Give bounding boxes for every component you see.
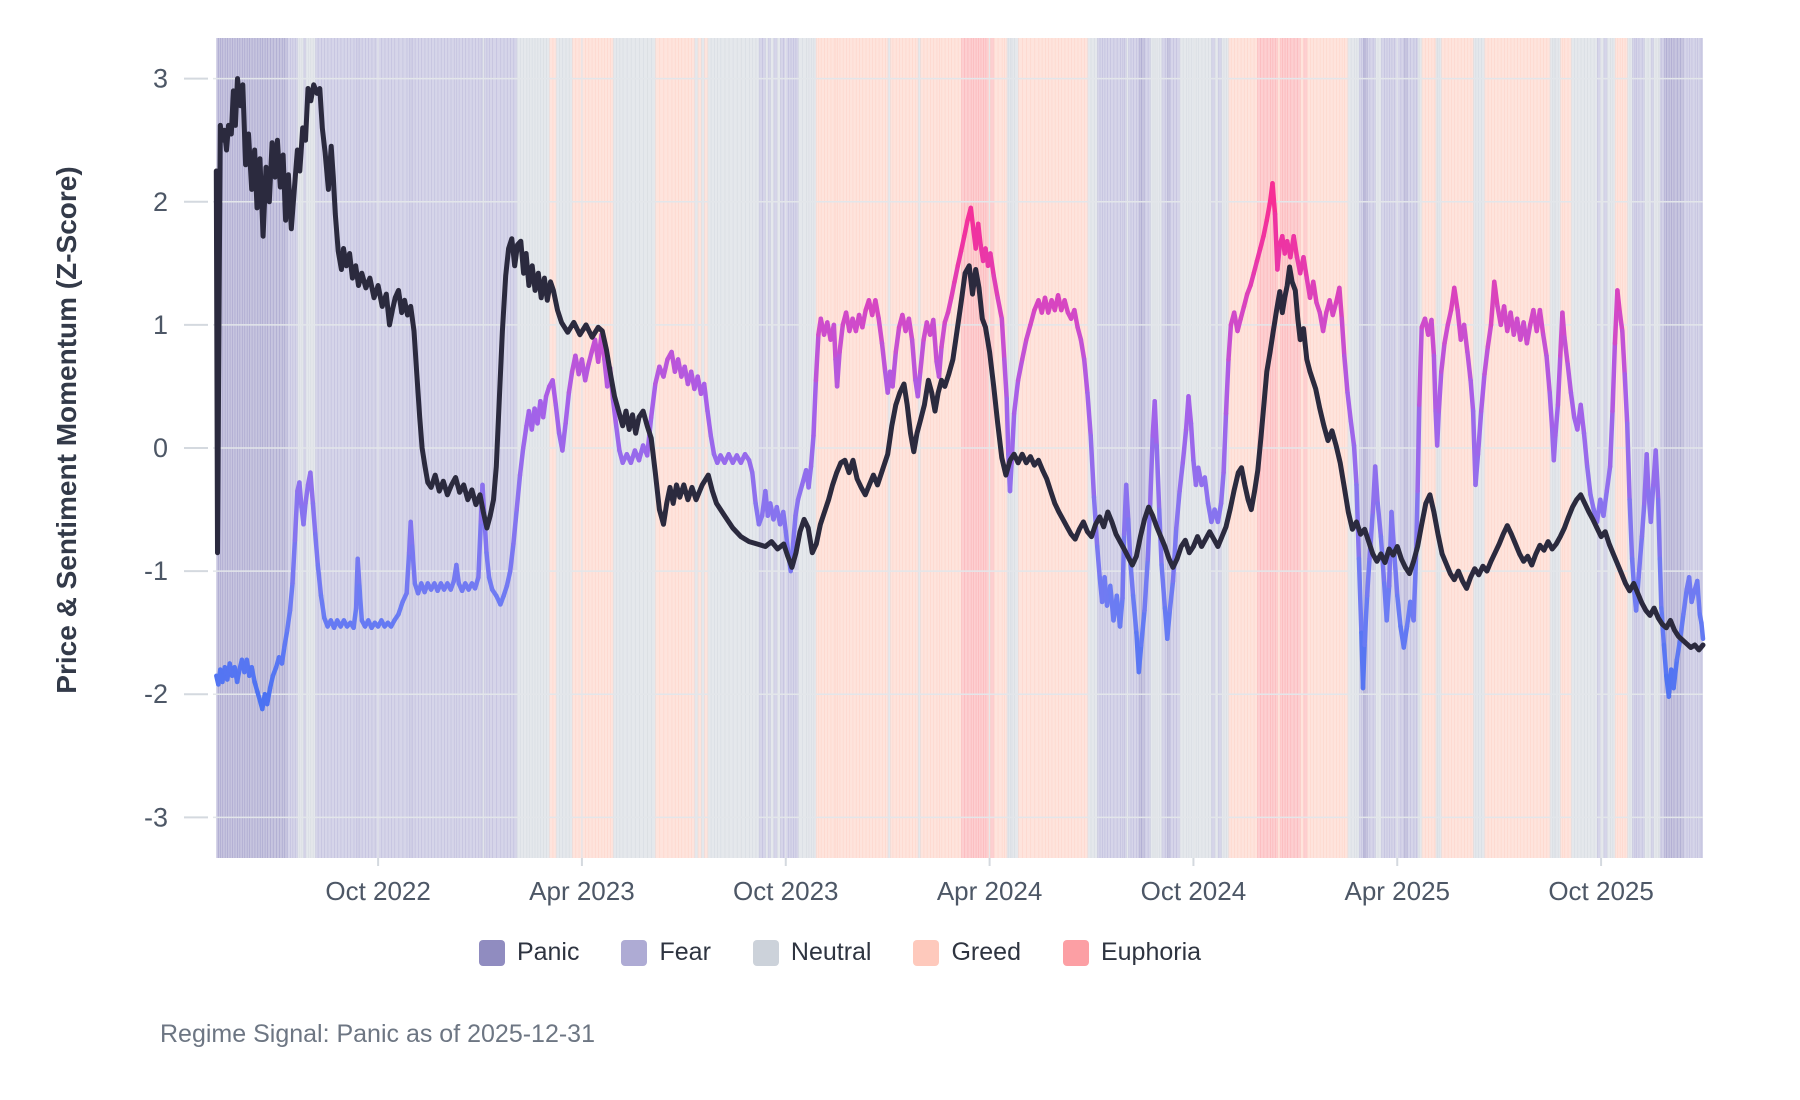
- legend-label: Fear: [659, 938, 711, 966]
- x-tick-label: Apr 2024: [937, 876, 1043, 906]
- legend-item-panic: Panic: [478, 938, 580, 967]
- regime-signal-note: Regime Signal: Panic as of 2025-12-31: [160, 1020, 595, 1048]
- legend-label: Neutral: [790, 938, 872, 966]
- legend-swatch-panic: [478, 939, 505, 966]
- y-tick-label: 3: [153, 64, 168, 94]
- legend-item-fear: Fear: [621, 938, 711, 967]
- chart-canvas: 3 2 1 0 -1 -2 -3 Oct 2022 Apr 2023 Oct 2023 Apr 20…: [51, 38, 1706, 906]
- legend-label: Panic: [516, 938, 580, 966]
- price-line: [213, 76, 1706, 653]
- sentiment-line: [214, 181, 1706, 712]
- x-tick-label: Apr 2025: [1344, 876, 1450, 906]
- x-tick-label: Oct 2022: [325, 876, 431, 906]
- legend-item-euphoria: Euphoria: [1062, 938, 1202, 967]
- y-tick-label: 0: [153, 433, 168, 463]
- legend-item-neutral: Neutral: [752, 938, 872, 967]
- y-tick-label: -2: [144, 679, 168, 709]
- regime-chart-svg: 3 2 1 0 -1 -2 -3 Oct 2022 Apr 2023 Oct 2023 Apr 20…: [51, 38, 1706, 906]
- y-tick-label: 1: [153, 310, 168, 340]
- x-tick-label: Oct 2024: [1141, 876, 1247, 906]
- y-tick-label: 2: [153, 187, 168, 217]
- legend-item-greed: Greed: [913, 938, 1021, 967]
- legend: Panic Fear Neutral Greed Euphoria: [0, 938, 1680, 967]
- legend-swatch-fear: [621, 939, 648, 966]
- x-tick-label: Oct 2023: [733, 876, 839, 906]
- legend-swatch-greed: [913, 939, 940, 966]
- legend-label: Euphoria: [1100, 938, 1202, 966]
- y-tick-label: -3: [144, 802, 168, 832]
- x-tick-label: Oct 2025: [1548, 876, 1654, 906]
- y-axis-title: Price & Sentiment Momentum (Z-Score): [51, 166, 82, 693]
- legend-label: Greed: [951, 938, 1021, 966]
- x-axis: Oct 2022 Apr 2023 Oct 2023 Apr 2024 Oct 2024…: [325, 858, 1654, 906]
- legend-swatch-neutral: [752, 939, 779, 966]
- y-tick-label: -1: [144, 556, 168, 586]
- x-tick-label: Apr 2023: [529, 876, 635, 906]
- legend-swatch-euphoria: [1062, 939, 1089, 966]
- y-axis: 3 2 1 0 -1 -2 -3: [144, 64, 208, 832]
